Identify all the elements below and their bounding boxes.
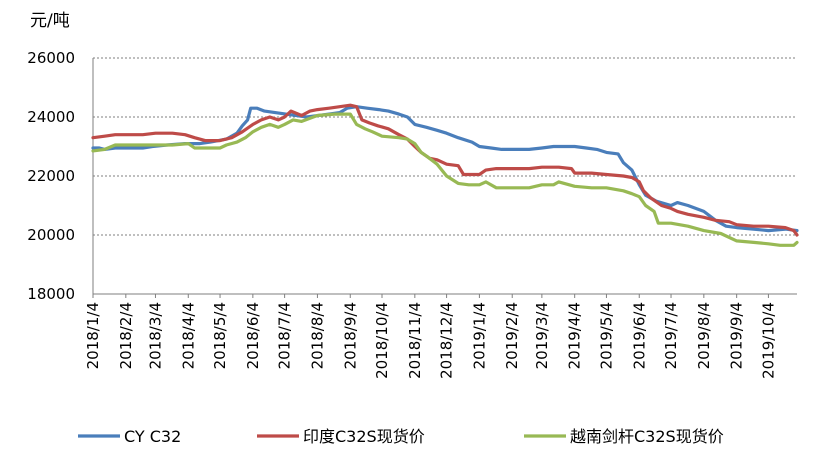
x-tick-label-8: 2018/9/4 bbox=[341, 302, 359, 369]
x-tick-label-5: 2018/6/4 bbox=[244, 302, 262, 369]
axes bbox=[92, 58, 797, 295]
x-tick-label-13: 2019/2/4 bbox=[503, 302, 521, 369]
legend-label-1: 印度C32S现货价 bbox=[303, 427, 425, 446]
x-axis-tick-labels: 2018/1/4 2018/2/4 2018/3/4 2018/4/4 2018/5/4… bbox=[84, 294, 777, 379]
x-tick-label-15: 2019/4/4 bbox=[566, 302, 584, 369]
x-tick-label-1: 2018/2/4 bbox=[117, 302, 135, 369]
x-tick-label-21: 2019/10/4 bbox=[759, 302, 777, 379]
x-tick-label-6: 2018/7/4 bbox=[276, 302, 294, 369]
series-line-1 bbox=[91, 103, 799, 237]
x-tick-label-4: 2018/5/4 bbox=[211, 302, 229, 369]
x-tick-label-17: 2019/6/4 bbox=[630, 302, 648, 369]
y-tick-label-22000: 22000 bbox=[27, 167, 75, 185]
x-tick-label-3: 2018/4/4 bbox=[179, 302, 197, 369]
x-tick-label-12: 2019/1/4 bbox=[470, 302, 488, 369]
x-tick-label-14: 2019/3/4 bbox=[533, 302, 551, 369]
x-tick-label-0: 2018/1/4 bbox=[84, 302, 102, 369]
legend: CY C32 印度C32S现货价 越南剑杆C32S现货价 bbox=[78, 427, 724, 446]
y-axis-tick-labels: 18000 20000 22000 24000 26000 bbox=[27, 49, 75, 303]
series-lines bbox=[91, 103, 799, 247]
series-line-0 bbox=[91, 105, 799, 233]
x-tick-label-10: 2018/11/4 bbox=[406, 302, 424, 379]
y-tick-label-26000: 26000 bbox=[27, 49, 75, 67]
y-tick-label-24000: 24000 bbox=[27, 108, 75, 126]
x-tick-label-20: 2019/9/4 bbox=[728, 302, 746, 369]
x-tick-label-11: 2018/12/4 bbox=[438, 302, 456, 379]
y-axis-unit-label: 元/吨 bbox=[30, 11, 70, 31]
series-line-2 bbox=[91, 112, 799, 247]
x-tick-label-2: 2018/3/4 bbox=[146, 302, 164, 369]
x-tick-label-16: 2019/5/4 bbox=[597, 302, 615, 369]
legend-label-2: 越南剑杆C32S现货价 bbox=[570, 427, 724, 446]
x-tick-label-9: 2018/10/4 bbox=[373, 302, 391, 379]
legend-label-0: CY C32 bbox=[124, 427, 181, 446]
y-tick-label-20000: 20000 bbox=[27, 226, 75, 244]
x-tick-label-7: 2018/8/4 bbox=[308, 302, 326, 369]
x-tick-label-19: 2019/8/4 bbox=[695, 302, 713, 369]
y-tick-label-18000: 18000 bbox=[27, 285, 75, 303]
x-tick-label-18: 2019/7/4 bbox=[662, 302, 680, 369]
